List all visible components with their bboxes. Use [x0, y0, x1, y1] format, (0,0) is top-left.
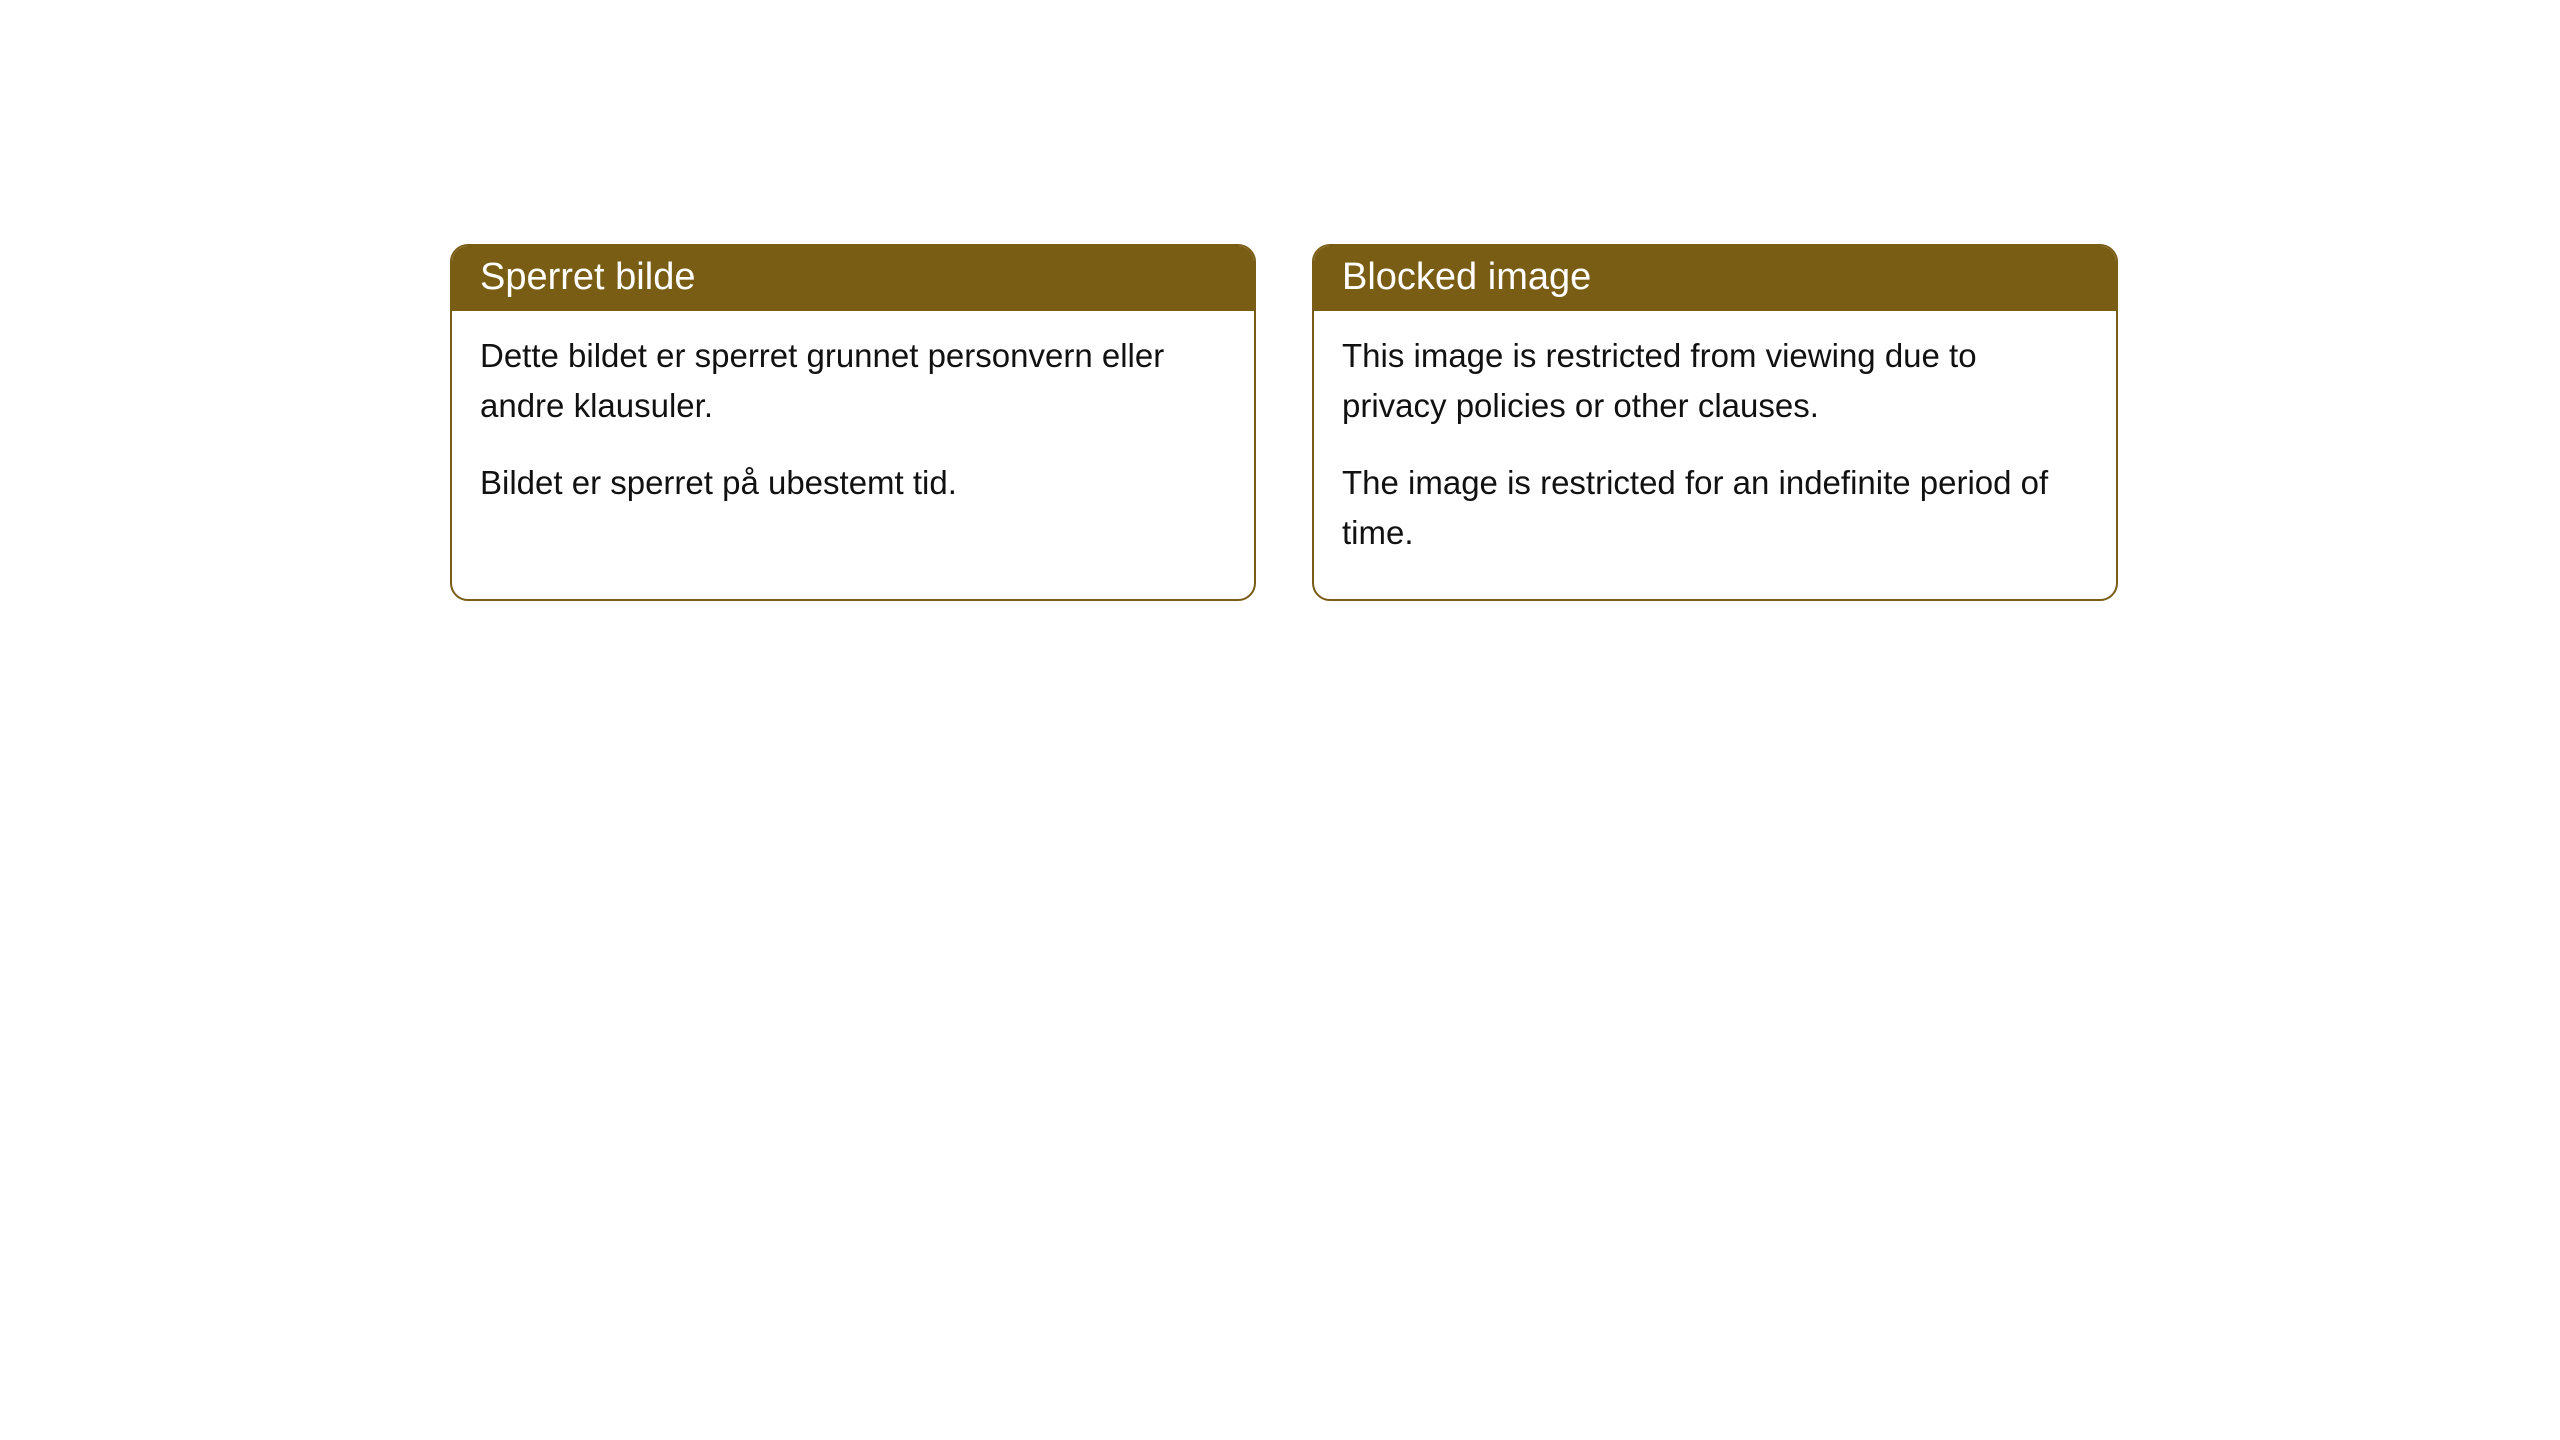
card-norwegian: Sperret bilde Dette bildet er sperret gr… [450, 244, 1256, 601]
card-header: Sperret bilde [452, 246, 1254, 311]
card-header: Blocked image [1314, 246, 2116, 311]
cards-container: Sperret bilde Dette bildet er sperret gr… [0, 0, 2560, 601]
card-body: Dette bildet er sperret grunnet personve… [452, 311, 1254, 550]
card-paragraph: Dette bildet er sperret grunnet personve… [480, 331, 1226, 430]
card-paragraph: This image is restricted from viewing du… [1342, 331, 2088, 430]
card-paragraph: Bildet er sperret på ubestemt tid. [480, 458, 1226, 508]
card-paragraph: The image is restricted for an indefinit… [1342, 458, 2088, 557]
card-english: Blocked image This image is restricted f… [1312, 244, 2118, 601]
card-body: This image is restricted from viewing du… [1314, 311, 2116, 599]
